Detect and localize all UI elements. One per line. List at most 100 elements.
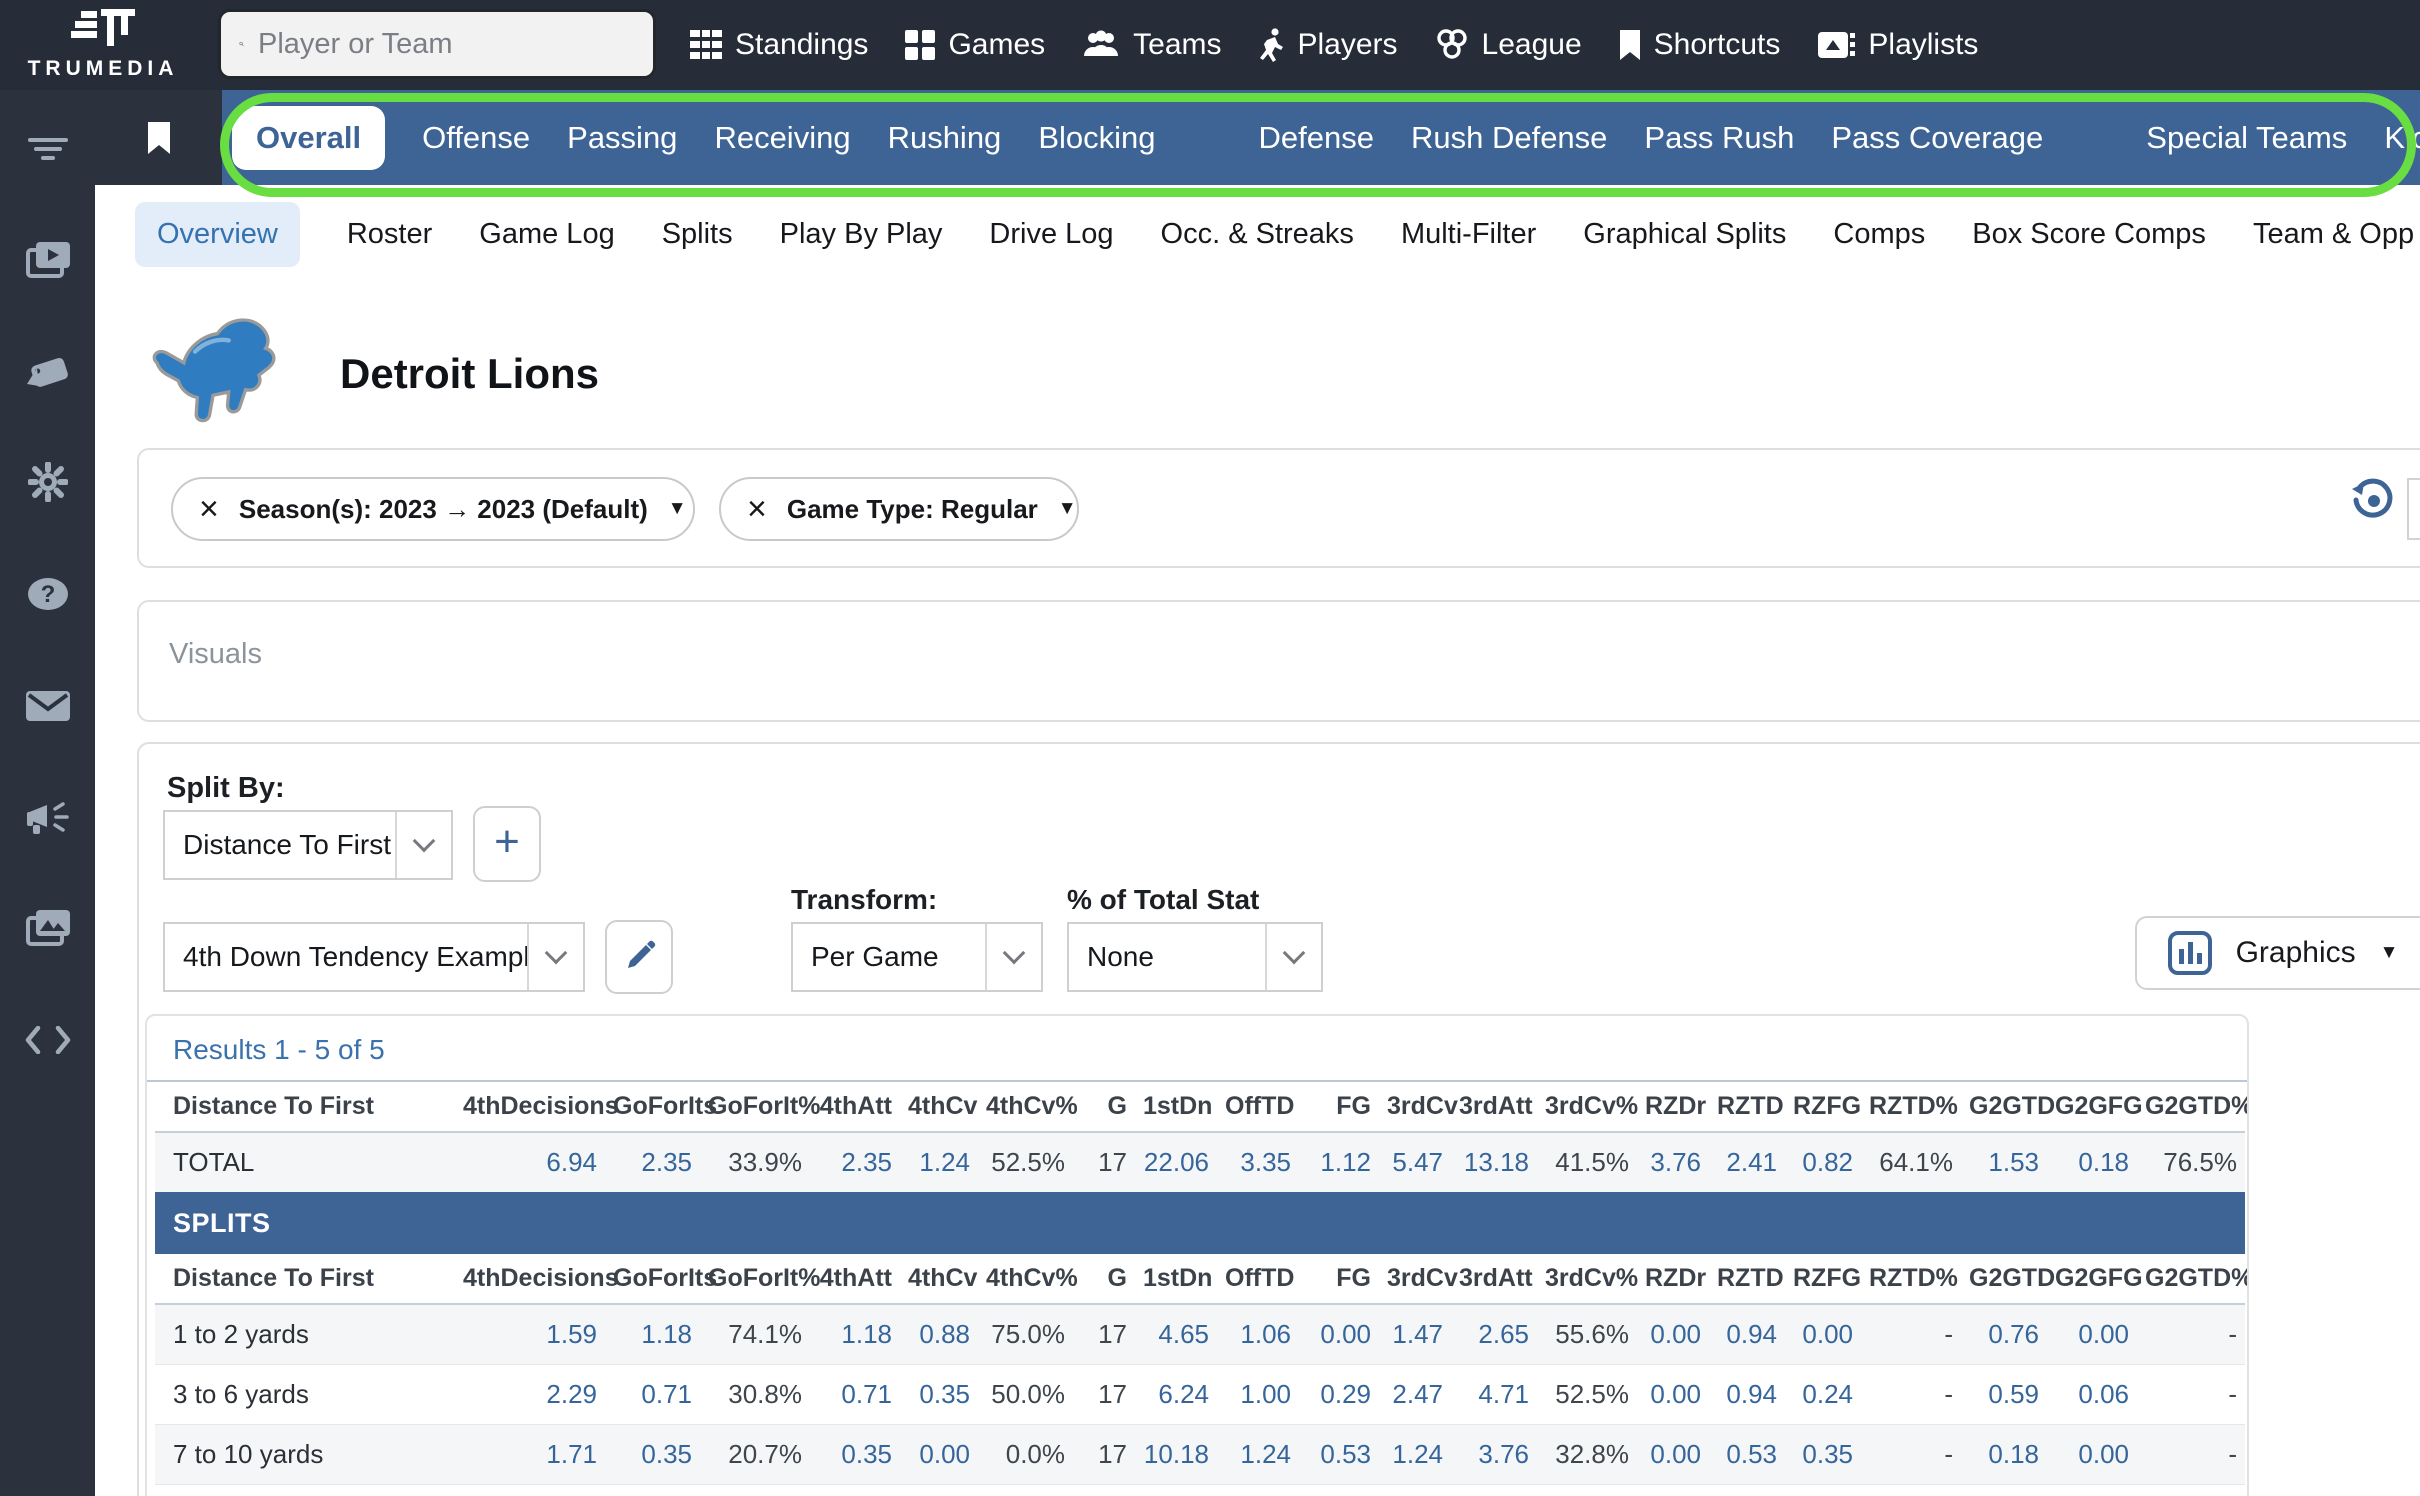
sub-tab-game-log[interactable]: Game Log [479, 217, 615, 250]
play-cards-icon[interactable] [0, 340, 95, 404]
column-header-g2gtd[interactable]: G2GTD [1961, 1254, 2055, 1305]
column-header-4thdecisions[interactable]: 4thDecisions [455, 1254, 619, 1305]
stat-value[interactable]: 6.24 [1135, 1363, 1217, 1424]
stat-value[interactable]: 0.00 [900, 1483, 978, 1496]
stat-value[interactable]: 4.65 [1135, 1303, 1217, 1364]
stat-value[interactable]: 1.00 [1451, 1483, 1537, 1496]
image-gallery-icon[interactable] [0, 896, 95, 960]
column-header-rzfg[interactable]: RZFG [1785, 1254, 1861, 1305]
stat-value[interactable]: 2.35 [605, 1131, 700, 1192]
topnav-item-teams[interactable]: Teams [1082, 28, 1222, 62]
stat-value[interactable]: 0.88 [900, 1303, 978, 1364]
stat-value[interactable]: 0.71 [810, 1363, 900, 1424]
bookmark-icon[interactable] [146, 120, 172, 156]
split-by-select[interactable]: Distance To First [163, 810, 453, 880]
stat-value[interactable]: 1.00 [1217, 1363, 1299, 1424]
stat-value[interactable]: 0.06 [810, 1483, 900, 1496]
stat-value[interactable]: 22.06 [1135, 1131, 1217, 1192]
column-header-rztd[interactable]: RZTD% [1861, 1254, 1961, 1305]
stat-value[interactable]: 0.06 [1217, 1483, 1299, 1496]
column-header-g2gtd[interactable]: G2GTD% [2137, 1254, 2247, 1305]
column-header-3rdatt[interactable]: 3rdAtt [1451, 1254, 1537, 1305]
stat-value[interactable]: 0.76 [1961, 1303, 2047, 1364]
stat-tab-special-teams[interactable]: Special Teams [2146, 119, 2348, 155]
column-header-4thcv[interactable]: 4thCv [900, 1254, 978, 1305]
stat-value[interactable]: 0.18 [1961, 1423, 2047, 1484]
stat-value[interactable]: 0.29 [1299, 1363, 1379, 1424]
stat-value[interactable]: 1.24 [1379, 1423, 1451, 1484]
column-header-distance-to-first[interactable]: Distance To First [155, 1254, 455, 1305]
stat-tab-pass-rush[interactable]: Pass Rush [1644, 119, 1795, 155]
stat-value[interactable]: 2.41 [1709, 1131, 1785, 1192]
sub-tab-drive-log[interactable]: Drive Log [989, 217, 1114, 250]
stat-tab-blocking[interactable]: Blocking [1038, 119, 1156, 155]
stat-tab-rush-defense[interactable]: Rush Defense [1410, 119, 1608, 155]
stat-tab-defense[interactable]: Defense [1258, 119, 1374, 155]
stat-value[interactable]: 1.18 [605, 1303, 700, 1364]
column-header-goforits[interactable]: GoForIts [605, 1082, 717, 1133]
stat-value[interactable]: 0.53 [1299, 1423, 1379, 1484]
game-type-filter-chip[interactable]: × Game Type: Regular ▼ [719, 477, 1079, 541]
stat-value[interactable]: 1.24 [900, 1131, 978, 1192]
sub-tab-comps[interactable]: Comps [1833, 217, 1926, 250]
filter-history-button[interactable] [2345, 472, 2401, 528]
stat-value[interactable]: 0.06 [605, 1483, 700, 1496]
topnav-item-games[interactable]: Games [905, 28, 1045, 62]
column-header-3rdcv[interactable]: 3rdCv [1379, 1254, 1458, 1305]
stat-value[interactable]: 2.29 [455, 1363, 605, 1424]
preset-select[interactable]: 4th Down Tendency Example [163, 922, 585, 992]
stat-value[interactable]: 0.00 [1637, 1483, 1709, 1496]
column-header-4thcv[interactable]: 4thCv% [978, 1254, 1078, 1305]
column-header-3rdcv[interactable]: 3rdCv% [1537, 1254, 1638, 1305]
column-header-fg[interactable]: FG [1299, 1254, 1379, 1305]
column-header-rzdr[interactable]: RZDr [1637, 1254, 1709, 1305]
video-playlist-icon[interactable] [0, 228, 95, 292]
stat-tab-rushing[interactable]: Rushing [887, 119, 1002, 155]
stat-value[interactable]: 0.00 [1785, 1303, 1861, 1364]
season-filter-chip[interactable]: × Season(s): 2023 → 2023 (Default) ▼ [171, 477, 695, 541]
stat-value[interactable]: 0.00 [1299, 1483, 1379, 1496]
stat-value[interactable]: 1.53 [1961, 1131, 2047, 1192]
stat-value[interactable]: 3.35 [1217, 1131, 1299, 1192]
column-header-1stdn[interactable]: 1stDn [1135, 1254, 1217, 1305]
column-header-3rdcv[interactable]: 3rdCv [1379, 1082, 1458, 1133]
code-icon[interactable] [0, 1008, 95, 1072]
column-header-rztd[interactable]: RZTD [1709, 1254, 1785, 1305]
column-header-3rdatt[interactable]: 3rdAtt [1451, 1082, 1537, 1133]
column-header-rztd[interactable]: RZTD [1709, 1082, 1785, 1133]
stat-value[interactable]: 13.18 [1451, 1131, 1537, 1192]
column-header-g2gfg[interactable]: G2GFG [2047, 1254, 2143, 1305]
remove-filter-icon[interactable]: × [199, 490, 219, 528]
stat-tab-receiving[interactable]: Receiving [714, 119, 851, 155]
stat-value[interactable]: 1.59 [455, 1303, 605, 1364]
global-search[interactable] [218, 9, 656, 79]
column-header-offtd[interactable]: OffTD [1217, 1082, 1299, 1133]
stat-value[interactable]: 0.00 [2047, 1423, 2137, 1484]
stat-value[interactable]: 3.76 [1451, 1423, 1537, 1484]
stat-value[interactable]: 0.12 [2047, 1483, 2137, 1496]
stat-value[interactable]: 0.00 [1637, 1303, 1709, 1364]
column-header-distance-to-first[interactable]: Distance To First [155, 1082, 455, 1133]
visuals-card[interactable]: Visuals [137, 600, 2420, 722]
stat-value[interactable]: 0.35 [810, 1423, 900, 1484]
stat-value[interactable]: 5.47 [1379, 1131, 1451, 1192]
stat-value[interactable]: 10.18 [1135, 1423, 1217, 1484]
column-header-3rdcv[interactable]: 3rdCv% [1537, 1082, 1638, 1133]
stat-value[interactable]: 0.88 [1135, 1483, 1217, 1496]
column-header-rzfg[interactable]: RZFG [1785, 1082, 1861, 1133]
stat-value[interactable]: 0.53 [1709, 1423, 1785, 1484]
transform-select[interactable]: Per Game [791, 922, 1043, 992]
stat-value[interactable]: 2.35 [810, 1131, 900, 1192]
column-header-1stdn[interactable]: 1stDn [1135, 1082, 1217, 1133]
trumedia-logo[interactable]: TRUMEDIA [0, 0, 206, 90]
stat-value[interactable]: 0.18 [2047, 1131, 2137, 1192]
stat-value[interactable]: 2.65 [1451, 1303, 1537, 1364]
sub-tab-overview[interactable]: Overview [135, 201, 300, 267]
stat-tab-offense[interactable]: Offense [422, 119, 531, 155]
stat-value[interactable]: 1.06 [1217, 1303, 1299, 1364]
stat-value[interactable]: 0.00 [1299, 1303, 1379, 1364]
column-header-goforits[interactable]: GoForIts [605, 1254, 717, 1305]
column-header-g2gtd[interactable]: G2GTD [1961, 1082, 2055, 1133]
stat-value[interactable]: 0.00 [1709, 1483, 1785, 1496]
mail-icon[interactable] [0, 674, 95, 738]
